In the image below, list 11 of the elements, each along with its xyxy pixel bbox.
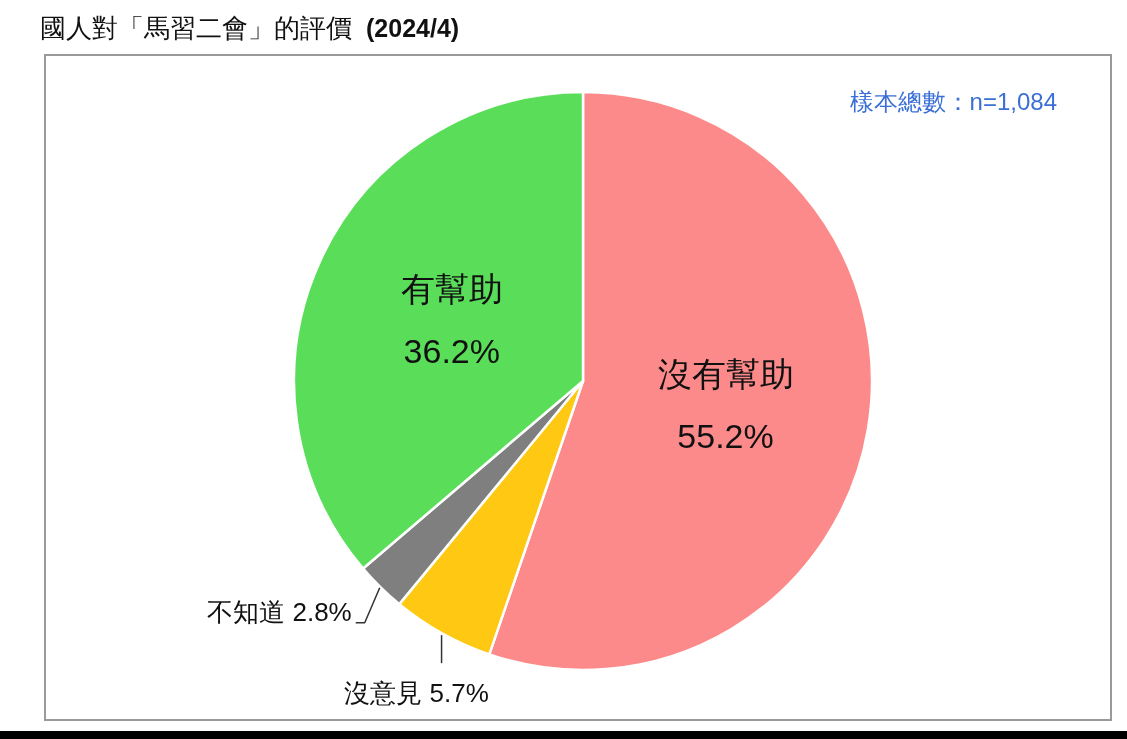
data-label: 36.2%: [403, 332, 500, 371]
data-label: 55.2%: [677, 416, 774, 455]
data-label: 5.7%: [429, 678, 489, 709]
slice-label: 不知道: [207, 596, 293, 627]
data-label: 2.8%: [292, 596, 352, 627]
chart-title: 國人對「馬習二會」的評價: [40, 13, 352, 43]
chart-subtitle: (2024/4): [366, 14, 460, 42]
slice-label: 有幫助: [400, 270, 503, 309]
text: 樣本總數：n=1,084: [849, 88, 1057, 115]
slice-label: 沒意見: [344, 678, 430, 709]
slice-label: 沒有幫助: [657, 354, 794, 393]
